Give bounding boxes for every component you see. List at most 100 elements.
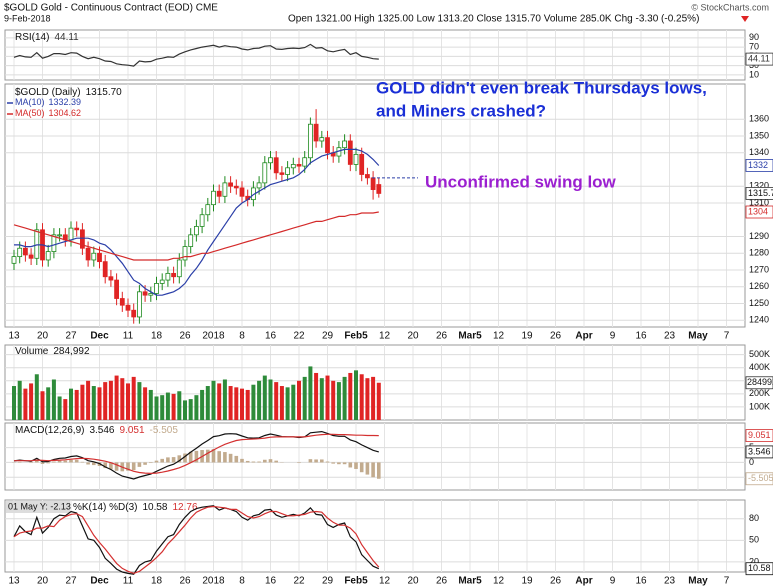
- x-tick-label: 22: [293, 331, 305, 342]
- volume-bar: [171, 393, 176, 420]
- x-tick-label: 9: [610, 331, 616, 342]
- badge-label: 44.11: [748, 53, 770, 63]
- candle-body: [268, 157, 273, 164]
- y-tick-label: 100K: [749, 401, 770, 411]
- y-tick-label: 1250: [749, 298, 769, 308]
- y-tick-label: 1290: [749, 231, 769, 241]
- histogram-bar: [103, 462, 107, 469]
- volume-bar: [376, 382, 381, 420]
- header-date: 9-Feb-2018: [4, 13, 51, 23]
- legend-name: MA(10): [15, 97, 45, 107]
- candle-body: [108, 276, 114, 281]
- candle-body: [80, 229, 85, 249]
- x-tick-label: 26: [550, 331, 562, 342]
- series-line: [13, 505, 380, 575]
- histogram-bar: [314, 459, 318, 463]
- histogram-bar: [131, 462, 136, 471]
- x-tick-label: 20: [407, 331, 419, 342]
- x-tick-label: 11: [123, 576, 134, 587]
- volume-bar: [371, 376, 376, 420]
- candle-body: [22, 247, 28, 256]
- x-tick-label: 26: [179, 331, 191, 342]
- volume-bar: [154, 396, 159, 420]
- legend-value: 284,992: [53, 346, 90, 357]
- histogram-bar: [137, 462, 142, 467]
- series-line: [14, 433, 379, 475]
- badge-box: [745, 52, 773, 66]
- histogram-bar: [52, 461, 56, 463]
- candle-body: [51, 234, 57, 252]
- x-tick-label: 9: [610, 576, 616, 587]
- y-tick-label: 1320: [749, 181, 769, 191]
- volume-bar: [51, 379, 56, 420]
- candle-body: [273, 157, 279, 174]
- badge-label: 10.58: [748, 563, 771, 573]
- x-tick-label: 13: [8, 331, 20, 342]
- volume-bar: [148, 389, 153, 420]
- volume-bar: [291, 384, 296, 420]
- volume-bar: [240, 388, 244, 420]
- candle-body: [171, 272, 177, 278]
- y-tick-label: 1310: [749, 197, 769, 207]
- volume-bar: [359, 374, 364, 420]
- candle-body: [302, 157, 308, 167]
- histogram-bar: [194, 450, 199, 463]
- histogram-bar: [245, 460, 250, 463]
- histogram-bar: [240, 458, 244, 463]
- volume-bar: [285, 387, 290, 420]
- x-tick-label: Apr: [575, 576, 592, 587]
- badge-label: 1315.70: [748, 188, 773, 198]
- candle-body: [205, 204, 211, 216]
- x-tick-label: 19: [521, 576, 533, 587]
- x-tick-label: 8: [239, 576, 245, 587]
- candle-body: [142, 291, 148, 296]
- x-tick-label: 8: [239, 331, 245, 342]
- histogram-bar: [348, 462, 353, 468]
- x-tick-label: 20: [37, 576, 49, 587]
- volume-bar: [63, 399, 68, 420]
- histogram-bar: [234, 455, 239, 463]
- x-tick-label: 16: [635, 331, 647, 342]
- legend: $GOLD (Daily) 1315.70: [15, 87, 122, 98]
- x-tick-label: 12: [493, 331, 505, 342]
- volume-bar: [342, 376, 347, 420]
- y-tick-label: 1280: [749, 248, 769, 258]
- histogram-bar: [251, 461, 256, 463]
- x-tick-label: 26: [436, 331, 448, 342]
- legend: MA(10) 1332.39: [15, 97, 81, 107]
- y-tick-label: 80: [749, 513, 759, 523]
- x-tick-label: 26: [179, 576, 191, 587]
- legend-value: 1332.39: [49, 97, 82, 107]
- volume-bar: [23, 388, 28, 420]
- x-tick-label: Feb5: [344, 576, 368, 587]
- volume-bar: [74, 389, 79, 420]
- badge-box: [745, 205, 773, 219]
- badge-box: [745, 445, 773, 459]
- candle-body: [256, 182, 262, 189]
- volume-bar: [314, 372, 319, 420]
- histogram-bar: [297, 462, 301, 464]
- candle-body: [364, 174, 370, 179]
- badge-label: 284992: [747, 377, 773, 387]
- volume-bar: [69, 388, 73, 420]
- legend: Volume 284,992: [15, 346, 90, 357]
- volume-bar: [257, 380, 262, 420]
- x-tick-label: 12: [379, 331, 391, 342]
- x-tick-label: 23: [664, 576, 676, 587]
- histogram-bar: [268, 459, 273, 463]
- volume-bar: [57, 396, 62, 420]
- candle-body: [211, 190, 216, 206]
- histogram-bar: [308, 459, 313, 463]
- candle-body: [34, 229, 40, 259]
- volume-bar: [103, 382, 108, 420]
- histogram-bar: [114, 462, 119, 471]
- note-box: [6, 501, 70, 513]
- volume-bar: [97, 387, 102, 420]
- y-tick-label: 1240: [749, 315, 769, 325]
- x-tick-label: 23: [664, 331, 676, 342]
- legend-name: Volume: [15, 346, 49, 357]
- x-tick-label: 16: [635, 576, 647, 587]
- histogram-bar: [171, 457, 176, 463]
